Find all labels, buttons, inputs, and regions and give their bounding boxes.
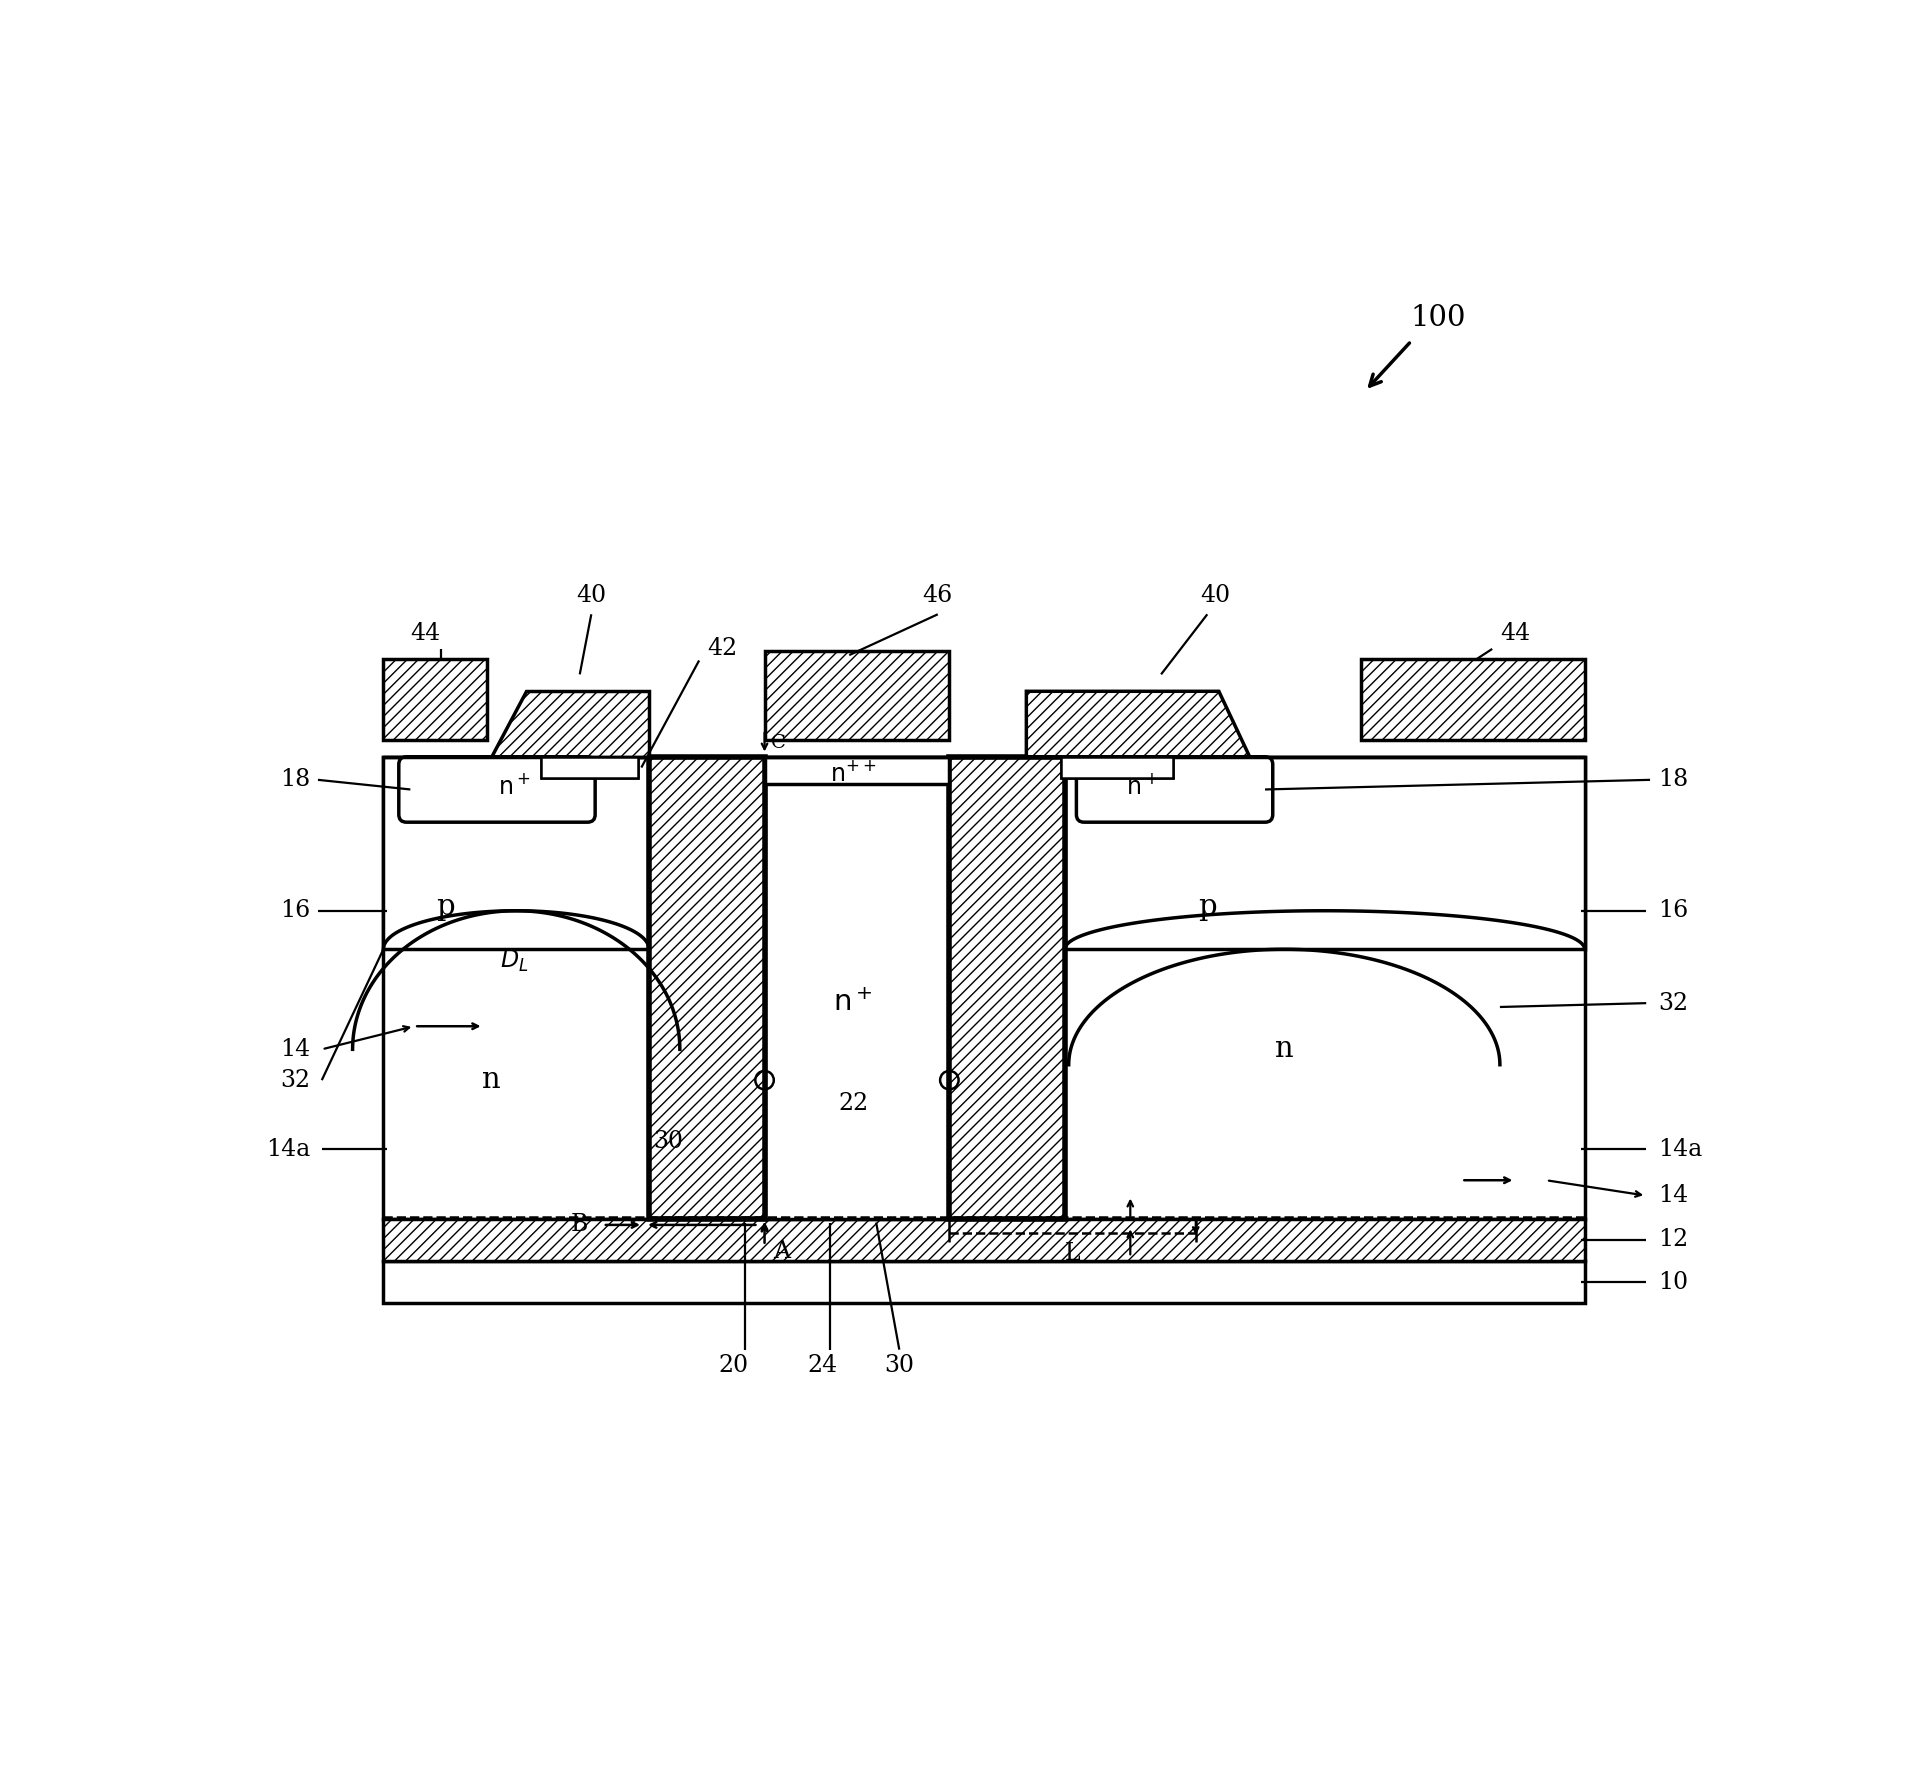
Text: 14a: 14a: [1657, 1138, 1701, 1162]
Text: 14: 14: [1657, 1185, 1688, 1208]
Text: B: B: [570, 1213, 588, 1236]
Text: 32: 32: [1657, 991, 1688, 1014]
Bar: [384, 1218, 1584, 1261]
Text: 12: 12: [1657, 1229, 1688, 1252]
Text: $D_L$: $D_L$: [499, 948, 528, 973]
Text: $\mathrm{n^+}$: $\mathrm{n^+}$: [1125, 774, 1158, 799]
Bar: [764, 757, 948, 783]
Bar: [764, 652, 948, 741]
Polygon shape: [492, 691, 649, 757]
Text: L: L: [1066, 1241, 1081, 1265]
Bar: [1361, 659, 1584, 741]
Text: p: p: [1198, 893, 1217, 922]
FancyBboxPatch shape: [1077, 757, 1273, 822]
Text: $\mathrm{n^{++}}$: $\mathrm{n^{++}}$: [829, 762, 876, 787]
Text: A: A: [774, 1240, 789, 1263]
Text: p: p: [436, 893, 455, 922]
Text: 16: 16: [1657, 899, 1688, 922]
Bar: [384, 757, 649, 948]
Bar: [384, 1261, 1584, 1304]
Text: n: n: [482, 1066, 501, 1094]
Text: 14: 14: [280, 1037, 311, 1060]
Text: 42: 42: [707, 638, 737, 661]
Text: 46: 46: [924, 584, 952, 607]
Polygon shape: [649, 757, 764, 1218]
Text: 22: 22: [837, 1092, 868, 1115]
Text: $\mathrm{n^+}$: $\mathrm{n^+}$: [497, 774, 530, 799]
Text: n: n: [1275, 1035, 1294, 1064]
Text: 100: 100: [1411, 304, 1467, 332]
Polygon shape: [1027, 691, 1250, 757]
Polygon shape: [948, 757, 1066, 1218]
Bar: [384, 659, 488, 741]
FancyBboxPatch shape: [1062, 757, 1173, 778]
Text: 14a: 14a: [267, 1138, 311, 1162]
Text: 40: 40: [1200, 584, 1231, 607]
Text: 20: 20: [718, 1353, 749, 1376]
Text: 32: 32: [280, 1069, 311, 1092]
Text: C: C: [772, 733, 785, 751]
Text: 24: 24: [806, 1353, 837, 1376]
Text: 16: 16: [280, 899, 311, 922]
Text: 40: 40: [576, 584, 607, 607]
Text: 10: 10: [1657, 1272, 1688, 1293]
Text: 18: 18: [280, 769, 311, 792]
Text: 44: 44: [411, 622, 442, 645]
FancyBboxPatch shape: [399, 757, 595, 822]
Bar: [384, 757, 1584, 1218]
Bar: [1062, 757, 1173, 778]
FancyBboxPatch shape: [541, 757, 637, 778]
Text: 30: 30: [653, 1130, 684, 1153]
Bar: [764, 757, 948, 1218]
Text: 18: 18: [1657, 769, 1688, 792]
Bar: [1066, 757, 1584, 948]
Text: 30: 30: [885, 1353, 914, 1376]
Text: $\mathrm{n^+}$: $\mathrm{n^+}$: [833, 989, 874, 1018]
Text: 44: 44: [1500, 622, 1530, 645]
Bar: [541, 757, 637, 778]
